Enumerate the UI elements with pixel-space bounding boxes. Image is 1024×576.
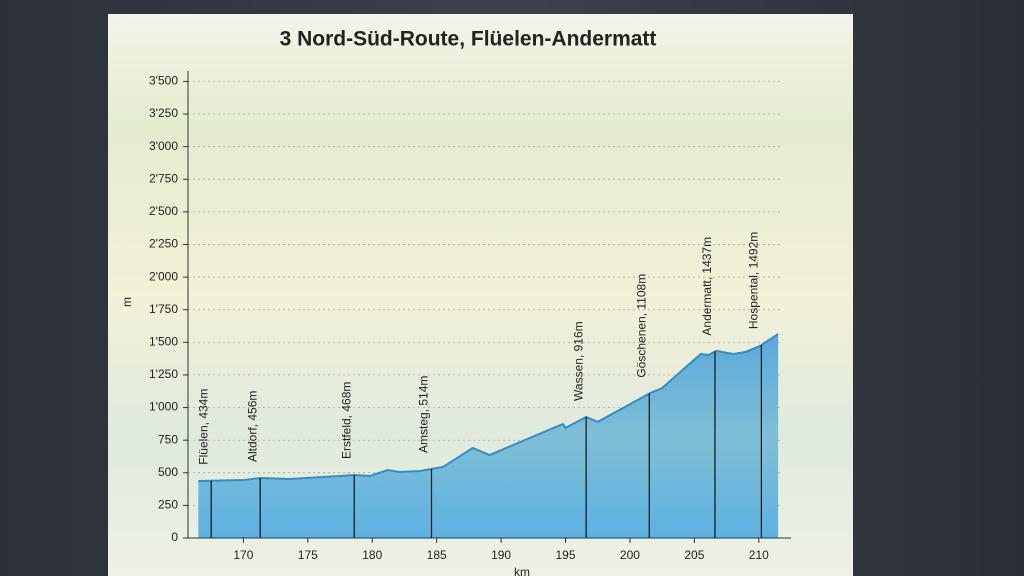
y-tick-label: 750 [158,432,178,446]
station-label: Erstfeld, 468m [339,382,353,459]
x-tick-label: 205 [684,548,704,562]
y-tick-label: 0 [171,530,178,544]
x-tick-label: 185 [427,548,447,562]
y-axis-label: m [120,297,134,307]
x-tick-label: 180 [362,548,382,562]
x-axis-label: km [514,565,530,576]
y-tick-label: 250 [158,498,178,512]
x-tick-label: 170 [233,548,253,562]
y-tick-label: 2'250 [149,237,178,251]
y-tick-label: 1'250 [149,367,178,381]
station-label: Hospental, 1492m [747,232,761,329]
chart-title: 3 Nord-Süd-Route, Flüelen-Andermatt [280,28,657,51]
station-label: Andermatt, 1437m [700,237,714,336]
station-label: Flüelen, 434m [196,389,210,465]
y-tick-label: 2'750 [149,171,178,185]
y-tick-label: 500 [158,465,178,479]
x-tick-label: 210 [749,548,769,562]
station-label: Göschenen, 1108m [634,274,648,378]
y-tick-label: 3'000 [149,139,178,153]
station-label: Wassen, 916m [571,321,585,401]
station-label: Altdorf, 456m [245,391,259,462]
y-tick-label: 3'500 [149,74,178,88]
plot-area: 0 250 500 750 1'000 1'250 1'500 1'750 2'000 2'250… [149,71,791,562]
x-tick-label: 175 [298,548,318,562]
y-tick-label: 2'500 [149,204,178,218]
station-label: Amsteg, 514m [417,376,431,453]
x-tick-label: 190 [491,548,511,562]
y-tick-label: 1'000 [149,400,178,414]
x-tick-label: 200 [620,548,640,562]
y-tick-label: 3'250 [149,106,178,120]
x-tick-label: 195 [556,548,576,562]
y-tick-label: 2'000 [149,269,178,283]
y-tick-label: 1'750 [149,302,178,316]
y-tick-label: 1'500 [149,335,178,349]
area-fill [198,333,779,538]
profile-line [198,333,779,482]
